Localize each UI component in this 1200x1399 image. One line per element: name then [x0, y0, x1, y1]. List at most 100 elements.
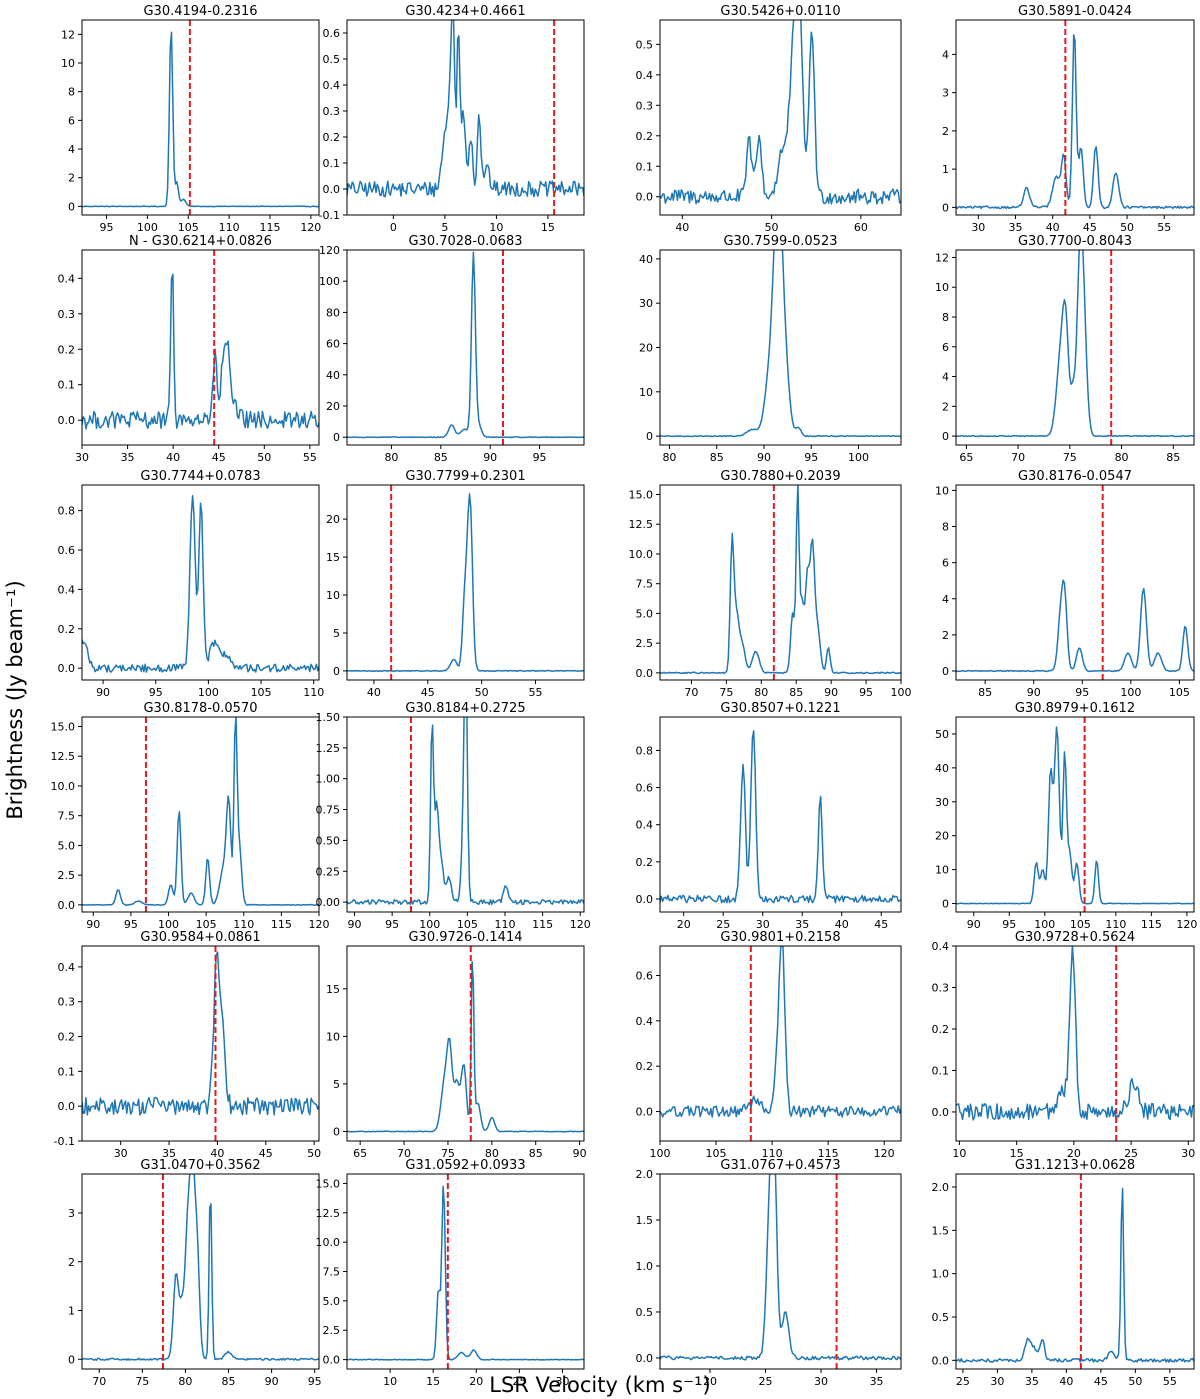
spectrum-line: [82, 495, 319, 673]
x-tick-label: 95: [1075, 686, 1089, 699]
x-tick-label: 30: [814, 1375, 828, 1388]
x-tick-label: 50: [1128, 1375, 1142, 1388]
x-tick-label: 40: [675, 221, 689, 234]
plot-frame: [81, 19, 320, 216]
x-tick-label: 85: [1166, 451, 1180, 464]
y-tick-label: 1.5: [932, 1224, 950, 1237]
y-tick-label: 0.0: [58, 1100, 76, 1113]
x-tick-label: 65: [959, 451, 973, 464]
plot-frame: [659, 1173, 902, 1370]
panel-title: G30.4194-0.2316: [143, 4, 257, 19]
plot-frame: [81, 716, 320, 913]
y-tick-label: 10: [61, 57, 75, 70]
x-tick-label: 60: [854, 221, 868, 234]
x-tick-label: 115: [271, 918, 292, 931]
y-tick-label: 0.4: [636, 1015, 654, 1028]
y-tick-label: 4: [68, 143, 75, 156]
x-tick-label: 110: [303, 686, 324, 699]
x-tick-label: 95: [804, 451, 818, 464]
plot-frame: [346, 19, 585, 216]
spectrum-line: [347, 493, 584, 673]
plot-frame: [955, 19, 1195, 216]
spectrum-line: [347, 960, 584, 1133]
y-tick-label: 2: [942, 629, 949, 642]
x-tick-label: 25: [759, 1375, 773, 1388]
y-tick-label: 0.00: [316, 896, 341, 909]
x-tick-label: 100: [848, 451, 869, 464]
y-tick-label: 0.2: [323, 131, 341, 144]
y-tick-label: 0.1: [58, 1065, 76, 1078]
y-tick-label: 1.0: [932, 1268, 950, 1281]
y-tick-label: 20: [326, 513, 340, 526]
y-tick-label: 0.0: [58, 414, 76, 427]
spectrum-line: [82, 1174, 319, 1361]
plot-frame: [659, 716, 902, 913]
y-tick-label: 5.0: [323, 1295, 341, 1308]
spectrum-line: [956, 34, 1194, 210]
y-tick-label: 0.0: [636, 1352, 654, 1365]
x-tick-label: 50: [307, 1147, 321, 1160]
y-tick-label: 0.0: [636, 1106, 654, 1119]
spectrum-line: [82, 717, 319, 906]
x-tick-label: 10: [383, 1375, 397, 1388]
plot-frame: [955, 484, 1195, 681]
panel-title: G30.8507+0.1221: [720, 701, 840, 716]
y-tick-label: 0.3: [58, 996, 76, 1009]
x-tick-label: 85: [789, 686, 803, 699]
spectrum-panel: G30.8979+0.1612 90 95 100 105 110 115 120 0 10 20 3…: [935, 701, 1197, 931]
y-tick-label: 5: [333, 1078, 340, 1091]
panel-title: G30.7028-0.0683: [408, 234, 522, 249]
x-tick-label: 35: [121, 451, 135, 464]
x-tick-label: 50: [475, 686, 489, 699]
x-tick-label: 90: [1027, 686, 1041, 699]
x-tick-label: 85: [978, 686, 992, 699]
x-tick-label: 30: [555, 1375, 569, 1388]
x-tick-label: 95: [308, 1375, 322, 1388]
y-tick-label: 6: [942, 341, 949, 354]
y-tick-label: 0.3: [323, 105, 341, 118]
y-tick-label: 7.5: [58, 810, 76, 823]
spectrum-panel: G30.8184+0.2725 90 95 100 105 110 115 120 0.00 0.…: [316, 701, 591, 931]
y-tick-label: 0.25: [316, 865, 341, 878]
panel-title: G30.7700-0.8043: [1018, 234, 1132, 249]
spectrum-panel: G30.4194-0.2316 95 100 105 110 115 120 0 2 4 6 8 10 1…: [61, 4, 321, 234]
x-tick-label: 35: [795, 918, 809, 931]
x-tick-label: 110: [762, 1147, 783, 1160]
y-tick-label: 8: [942, 311, 949, 324]
spectrum-line: [956, 726, 1194, 905]
panel-title: G30.9801+0.2158: [720, 930, 840, 945]
x-tick-label: 115: [818, 1147, 839, 1160]
y-tick-label: 2.5: [58, 869, 76, 882]
spectrum-line: [660, 730, 901, 904]
spectrum-panel: G30.5426+0.0110 40 50 60 0.0 0.1 0.2 0.3 0.4 0.5: [636, 4, 902, 234]
y-tick-label: 0.0: [58, 662, 76, 675]
y-tick-label: 20: [639, 342, 653, 355]
y-tick-label: 12.5: [316, 1207, 341, 1220]
y-tick-label: 1.25: [316, 742, 341, 755]
plot-frame: [81, 249, 320, 446]
y-tick-label: 1.0: [636, 1260, 654, 1273]
x-tick-label: 45: [212, 451, 226, 464]
x-tick-label: 110: [233, 918, 254, 931]
y-tick-label: 0.5: [932, 1311, 950, 1324]
y-tick-label: 2.5: [323, 1324, 341, 1337]
x-tick-label: 105: [251, 686, 272, 699]
x-tick-label: 100: [158, 918, 179, 931]
x-tick-label: 40: [210, 1147, 224, 1160]
y-tick-label: 0.2: [932, 1023, 950, 1036]
y-tick-label: 0.0: [932, 1354, 950, 1367]
y-tick-label: 0: [68, 1353, 75, 1366]
plot-frame: [81, 484, 320, 681]
x-tick-label: 30: [1181, 1147, 1195, 1160]
x-tick-label: 15: [1010, 1147, 1024, 1160]
y-tick-label: 15: [326, 551, 340, 564]
x-axis-label: LSR Velocity (km s⁻¹): [489, 1373, 710, 1397]
y-tick-label: 5.0: [636, 607, 654, 620]
x-tick-label: 65: [353, 1147, 367, 1160]
panel-title: G31.0592+0.0933: [405, 1158, 525, 1173]
x-tick-label: 95: [533, 451, 547, 464]
y-tick-label: 0.1: [636, 160, 654, 173]
y-tick-label: 0.5: [636, 38, 654, 51]
x-tick-label: 80: [754, 686, 768, 699]
